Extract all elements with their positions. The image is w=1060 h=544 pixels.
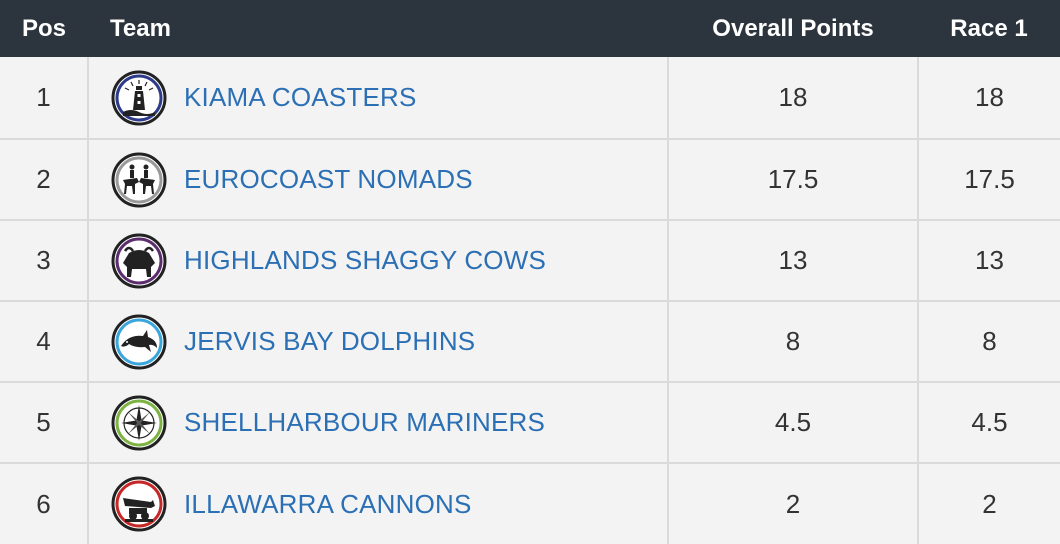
team-cell: ILLAWARRA CANNONS xyxy=(88,463,669,544)
overall-points-cell: 2 xyxy=(668,463,919,544)
overall-points-cell: 4.5 xyxy=(668,382,919,464)
team-cell: EUROCOAST NOMADS xyxy=(88,139,669,221)
overall-points-cell: 17.5 xyxy=(668,139,919,221)
race-1-cell: 2 xyxy=(982,488,997,519)
table-row: 4 JERVIS BAY DOLPHINS 8 8 xyxy=(0,301,1060,383)
position-cell: 5 xyxy=(0,382,89,464)
team-link[interactable]: EUROCOAST NOMADS xyxy=(184,164,473,194)
dolphin-icon xyxy=(111,314,167,369)
table-row: 6 ILLAWARRA CANNONS 2 2 xyxy=(0,463,1060,544)
position-cell: 6 xyxy=(0,463,89,544)
column-header-race-1[interactable]: Race 1 xyxy=(950,14,1028,42)
compass-rose-icon xyxy=(111,395,167,450)
team-link[interactable]: ILLAWARRA CANNONS xyxy=(184,488,472,519)
team-cell: JERVIS BAY DOLPHINS xyxy=(88,301,669,383)
table-row: 1 xyxy=(0,57,1060,140)
cannon-icon xyxy=(111,476,167,532)
overall-points-cell: 8 xyxy=(668,301,919,383)
overall-points-cell: 18 xyxy=(668,57,919,140)
position-cell: 4 xyxy=(0,301,89,383)
race-1-cell: 17.5 xyxy=(918,139,1060,221)
position-cell: 3 xyxy=(0,220,89,302)
race-1-cell: 13 xyxy=(918,220,1060,302)
overall-points-cell: 13 xyxy=(668,220,919,302)
team-cell: KIAMA COASTERS xyxy=(88,57,669,140)
table-row: 2 EUROCOAST NOMADS 17.5 xyxy=(0,139,1060,221)
horse-riders-icon xyxy=(111,152,167,207)
column-header-overall-points[interactable]: Overall Points xyxy=(712,14,874,42)
highland-cow-icon xyxy=(111,233,167,288)
position-cell: 2 xyxy=(0,139,89,221)
team-link[interactable]: KIAMA COASTERS xyxy=(184,82,417,112)
team-cell: HIGHLANDS SHAGGY COWS xyxy=(88,220,669,302)
position-cell: 1 xyxy=(0,57,89,140)
race-1-cell: 18 xyxy=(918,57,1060,140)
race-1-cell: 8 xyxy=(918,301,1060,383)
table-row: 5 SHELLHARBOUR MARINERS 4.5 4.5 xyxy=(0,382,1060,464)
table-row: 3 HIGHLANDS SHAGGY COWS 13 13 xyxy=(0,220,1060,302)
team-link[interactable]: SHELLHARBOUR MARINERS xyxy=(184,407,546,437)
team-link[interactable]: JERVIS BAY DOLPHINS xyxy=(184,326,476,356)
team-link[interactable]: HIGHLANDS SHAGGY COWS xyxy=(184,245,547,275)
race-1-cell: 4.5 xyxy=(918,382,1060,464)
lighthouse-icon xyxy=(111,70,167,125)
team-cell: SHELLHARBOUR MARINERS xyxy=(88,382,669,464)
column-header-team[interactable]: Team xyxy=(110,14,171,42)
column-header-pos[interactable]: Pos xyxy=(21,14,66,42)
table-header-row: Pos Team Overall Points Race 1 xyxy=(0,0,1060,57)
